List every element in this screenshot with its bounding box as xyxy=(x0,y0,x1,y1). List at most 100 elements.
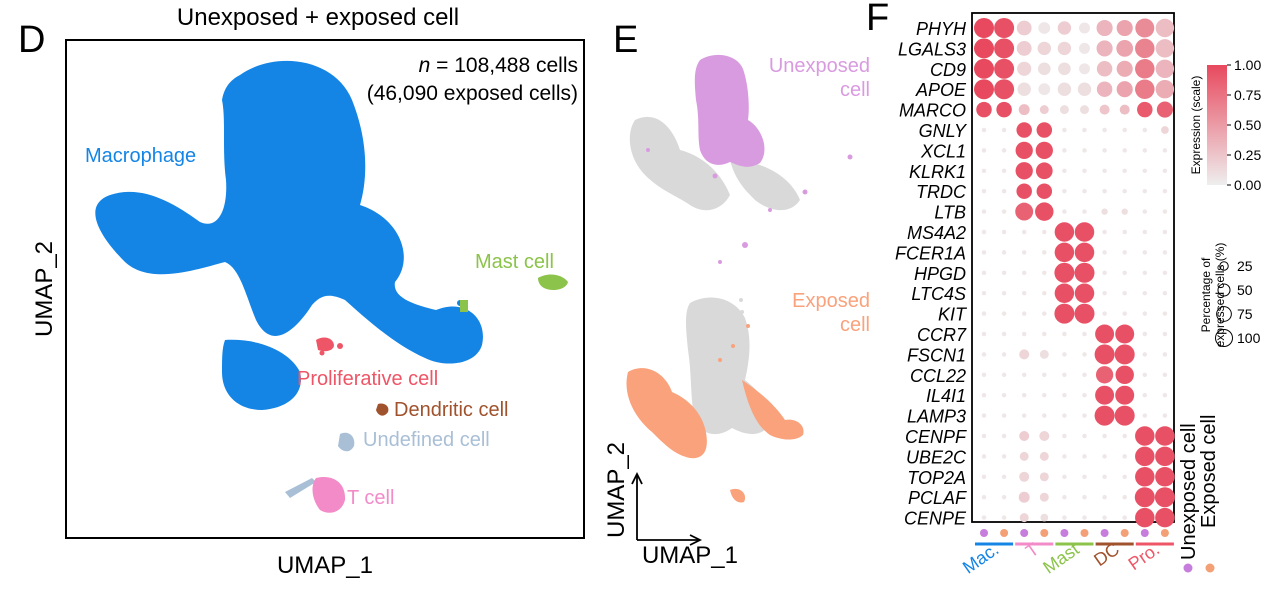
gene-label: CCR7 xyxy=(917,325,967,345)
panel-d-n-annotation: n = 108,488 cells xyxy=(419,54,578,77)
dot xyxy=(1121,208,1128,215)
umap-undefined-cluster xyxy=(285,432,355,498)
dot xyxy=(1114,344,1135,365)
dot xyxy=(1082,372,1087,378)
dot xyxy=(981,515,987,520)
dot xyxy=(1001,515,1007,520)
dot xyxy=(1054,283,1075,303)
dot xyxy=(1082,515,1087,520)
dot xyxy=(1122,494,1127,500)
dot xyxy=(1122,433,1127,439)
dot xyxy=(1156,101,1173,118)
expression-tick-label: 0.75 xyxy=(1234,87,1261,103)
gene-label: LTC4S xyxy=(911,284,966,304)
gene-label: UBE2C xyxy=(906,447,967,467)
dot xyxy=(1001,250,1007,255)
dot xyxy=(994,58,1015,79)
dot xyxy=(981,413,987,418)
dot xyxy=(1062,352,1067,357)
gene-label: MARCO xyxy=(899,101,966,121)
dot xyxy=(1054,262,1075,283)
dot xyxy=(1039,349,1049,359)
dot xyxy=(1062,209,1067,214)
dot xyxy=(1001,311,1007,316)
panel-d-plot-frame xyxy=(65,39,585,539)
gene-label: TRDC xyxy=(916,182,967,202)
dot xyxy=(981,270,987,276)
dotplot-frame xyxy=(971,12,1175,523)
dot xyxy=(1042,270,1047,276)
dot xyxy=(1162,413,1168,418)
condition-marker xyxy=(980,529,988,537)
dot xyxy=(1101,208,1108,215)
dot xyxy=(1122,188,1127,194)
gene-label: APOE xyxy=(915,80,967,100)
dot xyxy=(1122,270,1127,276)
dot xyxy=(1039,472,1049,482)
unexposed-label-line1: Unexposed xyxy=(769,55,870,77)
size-legend-label: 75 xyxy=(1237,306,1253,322)
condition-marker xyxy=(1080,529,1089,537)
dot xyxy=(1018,491,1030,503)
dot xyxy=(1162,168,1168,174)
cluster-label-undefined: Undefined cell xyxy=(363,429,490,451)
dot xyxy=(1122,127,1127,133)
dot xyxy=(1162,229,1168,235)
panel-d-title: Unexposed + exposed cell xyxy=(177,4,459,31)
dot xyxy=(1095,324,1115,344)
dot xyxy=(1142,250,1148,255)
condition-marker xyxy=(1060,529,1069,537)
size-legend: 25 50 75 100 xyxy=(1215,258,1261,347)
panel-d-xlabel: UMAP_1 xyxy=(277,552,373,579)
cluster-label-macrophage: Macrophage xyxy=(85,145,196,167)
dot xyxy=(1037,41,1052,56)
dot xyxy=(1155,426,1175,446)
dot xyxy=(1074,222,1095,242)
dot xyxy=(1162,290,1168,296)
dot xyxy=(1142,209,1148,214)
dot xyxy=(1154,487,1175,508)
dot xyxy=(994,18,1015,38)
dot xyxy=(1116,19,1133,37)
dot xyxy=(1042,372,1047,378)
dot xyxy=(1021,311,1027,316)
dot xyxy=(1039,105,1049,115)
dot xyxy=(1017,61,1032,76)
dot xyxy=(1019,349,1030,360)
dot xyxy=(974,79,994,100)
dot xyxy=(1021,331,1027,337)
dot xyxy=(981,372,987,378)
dot xyxy=(1155,79,1175,99)
gene-label: CENPE xyxy=(904,509,967,529)
dot xyxy=(1102,250,1107,255)
dot xyxy=(1062,168,1067,174)
dot xyxy=(1042,311,1047,316)
dot xyxy=(1077,82,1092,96)
dot xyxy=(1021,270,1027,276)
dot xyxy=(1135,426,1155,446)
dot xyxy=(1016,183,1032,199)
dot xyxy=(1074,303,1095,324)
dot xyxy=(1102,454,1107,459)
gene-label: FCER1A xyxy=(895,243,966,263)
gene-label: CCL22 xyxy=(910,366,966,386)
dot xyxy=(1142,352,1148,357)
dot xyxy=(1016,122,1032,138)
condition-label-unexposed: Unexposed cell xyxy=(1178,423,1200,560)
condition-legend-unexposed-dot xyxy=(1183,563,1193,573)
size-legend-label: 50 xyxy=(1237,282,1253,298)
dot xyxy=(1116,60,1133,77)
dot xyxy=(1001,413,1007,418)
dot xyxy=(1062,392,1067,398)
size-legend-circle xyxy=(1215,329,1233,347)
dot xyxy=(1062,515,1067,520)
exposed-label-line2: cell xyxy=(840,314,870,336)
expression-colorbar xyxy=(1207,65,1227,185)
panel-e-ylabel: UMAP_2 xyxy=(603,442,630,538)
dot xyxy=(1155,18,1175,38)
gene-label: TOP2A xyxy=(907,468,966,488)
dot xyxy=(1135,38,1155,59)
gene-label: LGALS3 xyxy=(898,39,966,59)
dot xyxy=(1102,127,1107,133)
